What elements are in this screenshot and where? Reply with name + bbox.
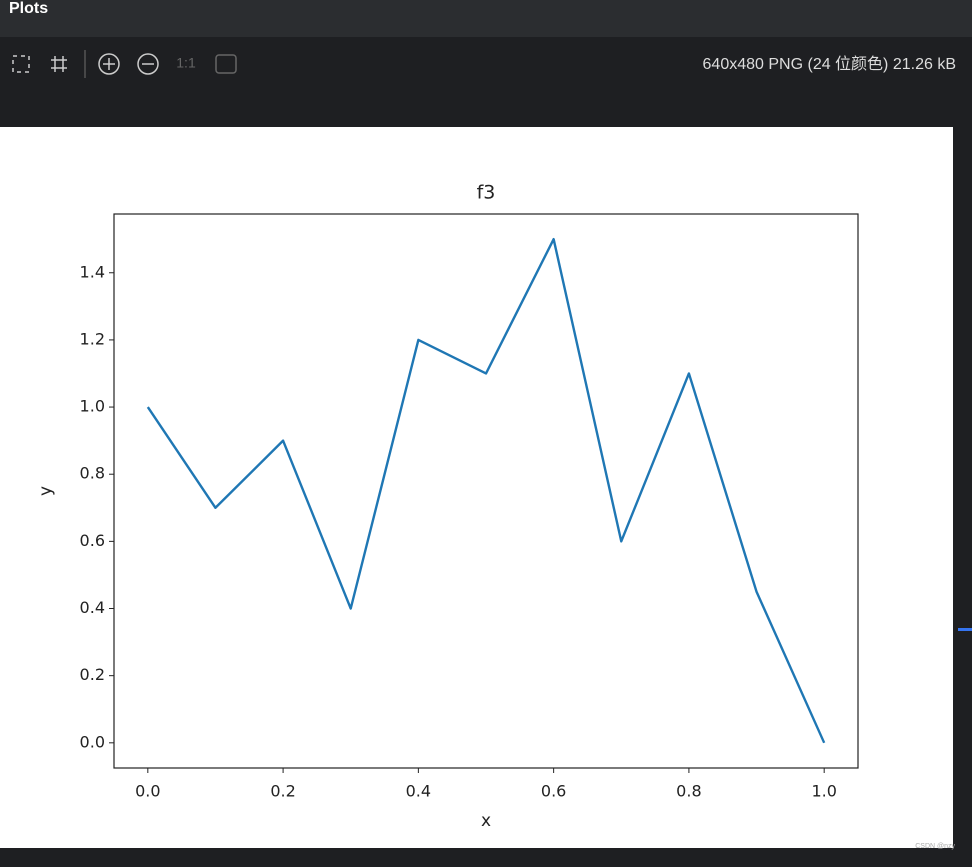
plot-image	[0, 127, 953, 848]
x-tick-label: 0.8	[676, 782, 701, 801]
watermark: CSDN @nzy	[915, 843, 955, 850]
scroll-indicator	[958, 628, 972, 631]
y-tick-label: 0.2	[80, 665, 105, 684]
chart-title: f3	[477, 182, 496, 204]
title-bar	[0, 0, 972, 37]
y-tick-label: 1.0	[80, 397, 105, 416]
y-tick-label: 0.4	[80, 598, 105, 617]
x-tick-label: 0.4	[406, 782, 431, 801]
y-tick-label: 0.6	[80, 531, 105, 550]
toolbar-icons[interactable]	[12, 50, 237, 78]
chart: 0.0 0.2 0.4 0.6 0.8 1.0 0.0 0.2 0.4 0.6 0.8 1.0 1.2 1…	[36, 182, 859, 831]
y-tick-label: 1.2	[80, 329, 105, 348]
toolbar	[0, 37, 972, 127]
image-info: 640x480 PNG (24 位颜色) 21.26 kB	[703, 55, 956, 73]
zoom-label[interactable]: 1:1	[176, 55, 196, 71]
axes-frame	[113, 213, 859, 769]
y-tick-label: 1.4	[80, 262, 105, 281]
x-axis-label: x	[481, 811, 491, 831]
x-tick-label: 0.2	[270, 782, 295, 801]
line-series	[146, 237, 826, 744]
x-tick-label: 0.6	[541, 782, 566, 801]
y-tick-label: 0.0	[80, 732, 105, 751]
x-tick-label: 1.0	[811, 782, 836, 801]
panel-title: Plots	[9, 0, 48, 17]
x-tick-label: 0.0	[135, 782, 160, 801]
y-tick-label: 0.8	[80, 464, 105, 483]
y-axis-label: y	[36, 486, 56, 496]
